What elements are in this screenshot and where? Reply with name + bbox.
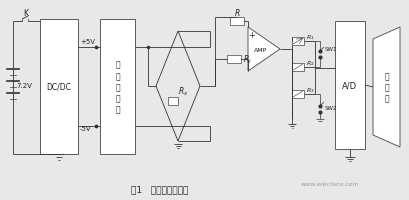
Bar — [100, 20, 135, 154]
Text: R: R — [234, 9, 240, 18]
Text: $R_3$: $R_3$ — [306, 86, 315, 94]
Text: www.elecfans.com: www.elecfans.com — [301, 182, 360, 187]
Text: SW2: SW2 — [325, 105, 337, 110]
Text: AMP: AMP — [254, 47, 267, 52]
Text: $R_1$: $R_1$ — [306, 33, 315, 42]
Text: A/D: A/D — [342, 81, 357, 90]
Polygon shape — [248, 28, 280, 72]
Bar — [335, 22, 365, 149]
Bar — [40, 20, 78, 154]
Text: $R_2$: $R_2$ — [306, 59, 315, 68]
Text: K: K — [23, 9, 29, 18]
Text: DC/DC: DC/DC — [47, 83, 72, 92]
Bar — [292, 64, 304, 72]
Bar — [292, 91, 304, 99]
Text: 7.2V: 7.2V — [16, 83, 32, 89]
Bar — [227, 56, 241, 64]
Text: $R_i$: $R_i$ — [243, 53, 252, 66]
Polygon shape — [373, 28, 400, 147]
Text: $R_x$: $R_x$ — [178, 85, 188, 98]
Text: +: + — [249, 31, 256, 40]
Text: 单
片
机: 单 片 机 — [384, 72, 389, 103]
Text: +5V: +5V — [80, 39, 95, 45]
Text: SW1: SW1 — [325, 47, 337, 52]
Text: 精
密
恒
流
源: 精 密 恒 流 源 — [115, 60, 120, 114]
Text: -5V: -5V — [80, 125, 92, 131]
Bar — [230, 18, 244, 26]
Text: 图1   仪器组成原理图: 图1 仪器组成原理图 — [131, 185, 189, 194]
Bar — [168, 98, 178, 105]
Bar — [292, 38, 304, 46]
